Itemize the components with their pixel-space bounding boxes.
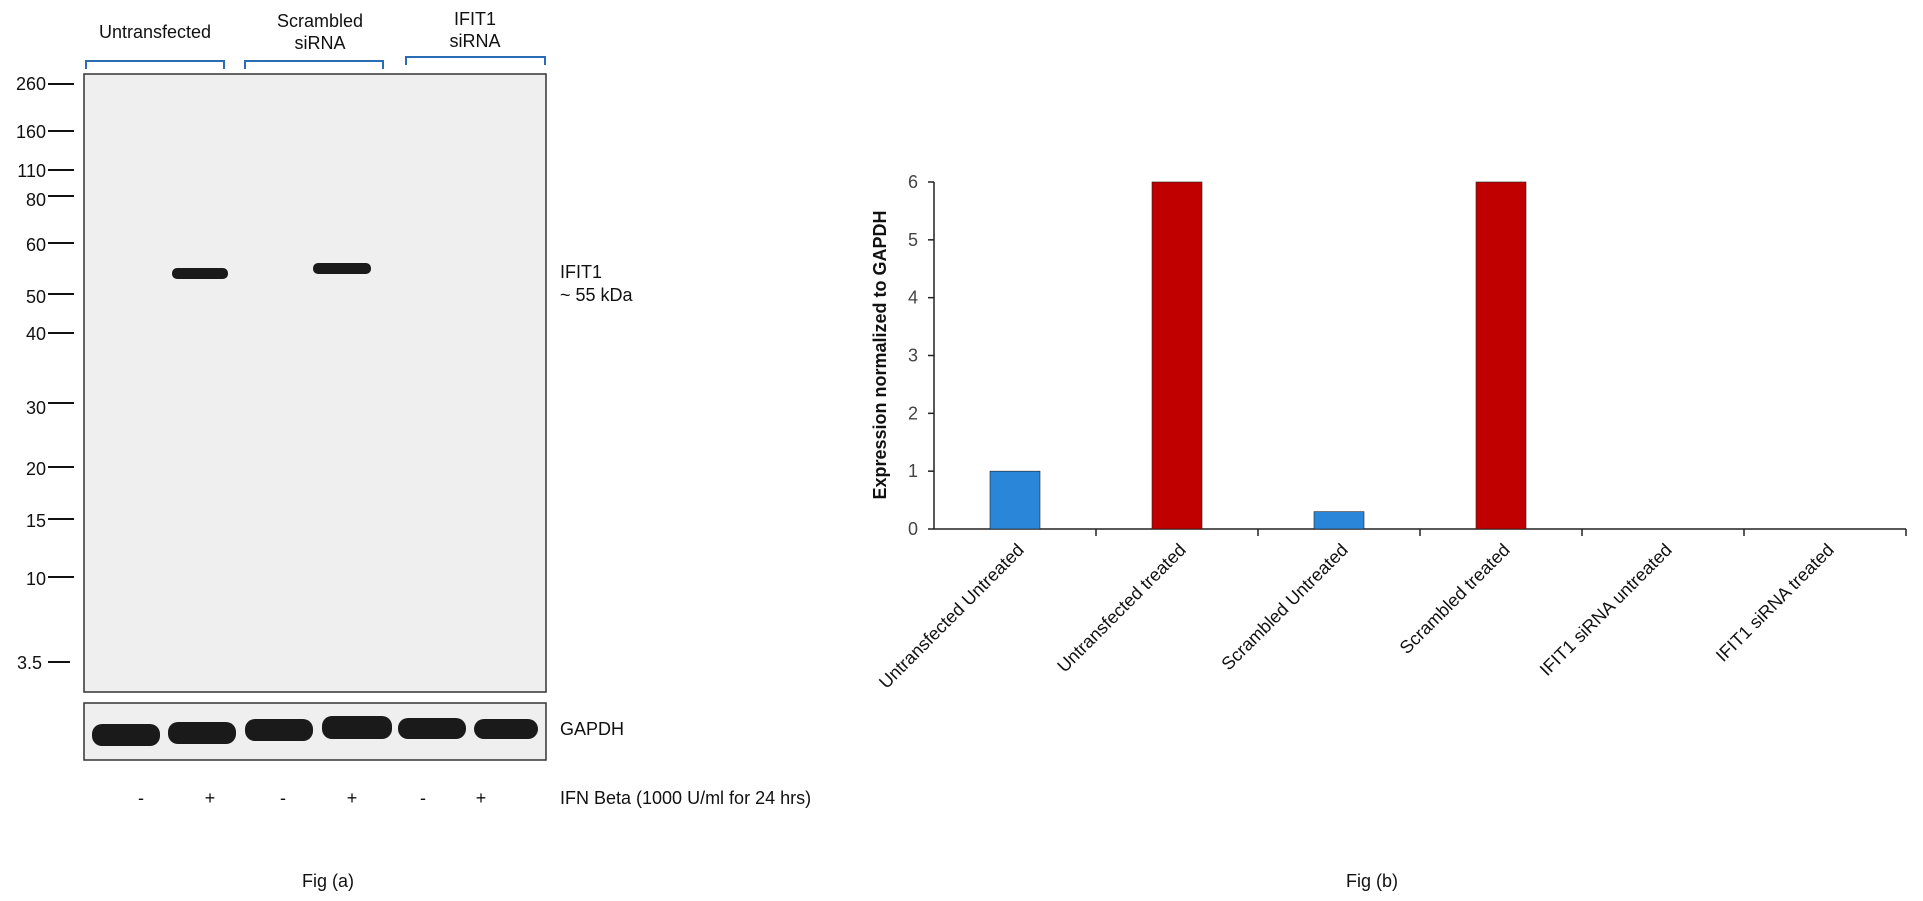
x-tick-label: Untransfected treated [1053, 540, 1190, 677]
group-label-scrambled: Scrambled siRNA [250, 10, 390, 54]
y-axis-label: Expression normalized to GAPDH [870, 210, 890, 499]
x-tick-label: IFIT1 siRNA untreated [1536, 540, 1676, 680]
marker-label: 40 [25, 324, 46, 344]
blot-main [83, 73, 547, 693]
group-bracket-ifit1 [405, 56, 546, 65]
bar [989, 470, 1041, 530]
marker-label: 80 [25, 190, 46, 210]
group-label-line1: IFIT1 [453, 9, 496, 29]
band-label-gapdh: GAPDH [560, 719, 625, 739]
figure-caption-a: Fig (a) [301, 871, 354, 891]
marker-label: 20 [25, 459, 46, 479]
y-tick-label: 0 [908, 519, 918, 539]
treatment-sign: - [138, 788, 144, 808]
treatment-sign: + [475, 788, 487, 808]
gapdh-bands [92, 716, 538, 746]
marker-label: 3.5 [16, 653, 42, 673]
treatment-label: IFN Beta (1000 U/ml for 24 hrs) [560, 788, 812, 808]
marker-label: 50 [25, 287, 46, 307]
marker-label: 10 [25, 569, 46, 589]
y-tick-label: 6 [908, 172, 918, 192]
figure-caption-b: Fig (b) [1345, 871, 1398, 891]
x-tick-label: Scrambled treated [1396, 540, 1514, 658]
x-tick-label: Scrambled Untreated [1217, 540, 1351, 674]
group-label-line1: Untransfected [98, 22, 212, 42]
marker-label: 30 [25, 398, 46, 418]
x-tick-label: IFIT1 siRNA treated [1712, 540, 1838, 666]
treatment-sign: + [204, 788, 216, 808]
band-label-ifit1: IFIT1 [560, 262, 603, 282]
marker-label: 160 [15, 122, 46, 142]
y-tick-label: 5 [908, 230, 918, 250]
group-label-line2: siRNA [449, 31, 501, 51]
blot-gapdh [83, 702, 547, 761]
band-ifit1-lane2 [172, 268, 228, 279]
group-label-untransfected: Untransfected [80, 21, 230, 43]
y-tick-label: 3 [908, 346, 918, 366]
band-label-size: ~ 55 kDa [560, 285, 633, 305]
treatment-sign: - [420, 788, 426, 808]
marker-ticks [48, 83, 74, 663]
bar [1475, 181, 1527, 530]
marker-label: 110 [17, 161, 46, 181]
bar [1313, 511, 1365, 530]
x-tick-label: Untransfected Untreated [875, 540, 1028, 693]
group-label-ifit1: IFIT1 siRNA [410, 8, 540, 52]
y-tick-label: 4 [908, 288, 918, 308]
treatment-sign: + [346, 788, 358, 808]
y-tick-label: 1 [908, 461, 918, 481]
y-tick-label: 2 [908, 403, 918, 423]
group-label-line1: Scrambled [276, 11, 364, 31]
marker-label: 260 [15, 74, 46, 94]
group-label-line2: siRNA [294, 33, 346, 53]
marker-label: 15 [25, 511, 46, 531]
marker-label: 60 [25, 235, 46, 255]
bar [1151, 181, 1203, 530]
blot-graphics [48, 56, 547, 761]
treatment-sign: - [280, 788, 286, 808]
band-ifit1-lane4 [313, 263, 371, 274]
group-bracket-scrambled [244, 60, 384, 69]
group-bracket-untransfected [85, 60, 225, 69]
